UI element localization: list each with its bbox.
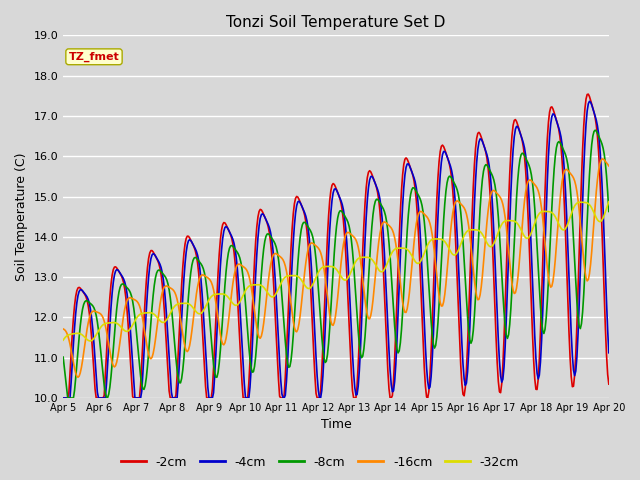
Title: Tonzi Soil Temperature Set D: Tonzi Soil Temperature Set D: [227, 15, 445, 30]
Y-axis label: Soil Temperature (C): Soil Temperature (C): [15, 153, 28, 281]
Text: TZ_fmet: TZ_fmet: [68, 52, 120, 62]
Legend: -2cm, -4cm, -8cm, -16cm, -32cm: -2cm, -4cm, -8cm, -16cm, -32cm: [116, 451, 524, 474]
X-axis label: Time: Time: [321, 419, 351, 432]
